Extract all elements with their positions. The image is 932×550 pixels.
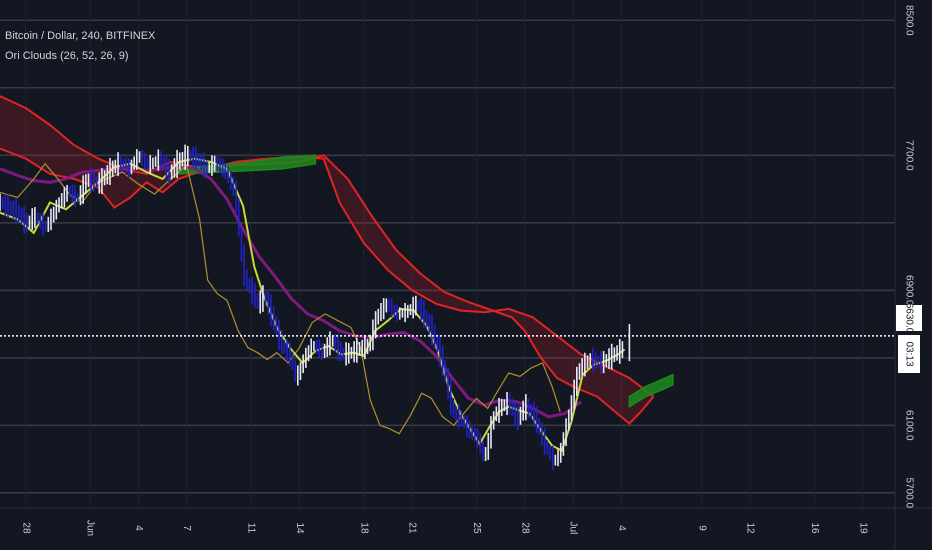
current-price-badge-box	[896, 305, 922, 331]
y-tick-label: 7700.0	[904, 140, 915, 171]
x-tick-label: 16	[809, 522, 820, 534]
y-tick-label: 8500.0	[904, 5, 915, 36]
y-tick-label: 6900.0	[904, 275, 915, 306]
x-tick-label: 4	[616, 525, 627, 531]
x-tick-label: 25	[471, 522, 482, 534]
x-tick-label: 12	[745, 522, 756, 534]
cloud-bullish-ahead	[628, 373, 674, 409]
slow-line	[0, 162, 561, 435]
x-tick-label: 21	[407, 522, 418, 534]
x-tick-label: 11	[246, 523, 257, 534]
current-price-badge: 6630.0	[896, 303, 922, 334]
x-tick-label: 28	[519, 522, 530, 534]
cloud-edge-a	[0, 95, 655, 398]
x-tick-label: 28	[20, 522, 31, 534]
x-tick-label: 18	[358, 522, 369, 534]
current-price-value: 6630.0	[904, 303, 915, 334]
x-tick-label: 4	[133, 525, 144, 531]
x-tick-label: Jul	[568, 522, 579, 535]
y-tick-label: 6100.0	[903, 410, 914, 441]
time-scale[interactable]: 28 Jun 4 7 11 14 18 21 25 28 Jul 4 9 12 16 19	[20, 520, 868, 536]
bar-countdown: 03:13	[898, 335, 920, 373]
countdown-box	[898, 335, 920, 373]
x-tick-label: Jun	[85, 520, 96, 536]
y-tick-label: 5700.0	[903, 478, 914, 509]
x-tick-label: 9	[696, 525, 707, 531]
price-bars	[0, 144, 631, 470]
indicator-legend[interactable]: Ori Clouds (26, 52, 26, 9)	[5, 50, 129, 62]
symbol-legend[interactable]: Bitcoin / Dollar, 240, BITFINEX	[5, 30, 156, 42]
countdown-value: 03:13	[904, 341, 915, 366]
x-tick-label: 19	[857, 522, 868, 534]
cloud-bullish-segment	[177, 154, 317, 175]
x-tick-label: 7	[181, 525, 192, 531]
price-scale[interactable]: 5700.0 6100.0 6900.0 7700.0 8500.0	[903, 5, 914, 509]
x-tick-label: 14	[294, 522, 305, 534]
cloud-edge-b	[0, 147, 655, 425]
